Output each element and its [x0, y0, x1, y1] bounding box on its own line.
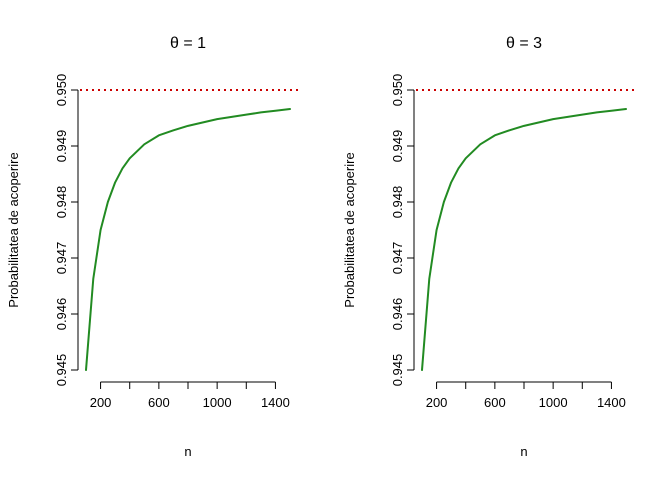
x-tick-label: 1400: [261, 395, 290, 410]
x-tick-label: 200: [90, 395, 112, 410]
series-line: [85, 108, 291, 371]
chart-title: θ = 1: [170, 35, 206, 52]
y-axis-title: Probabilitatea de acoperire: [342, 152, 357, 307]
y-tick-label: 0.949: [390, 130, 405, 163]
x-tick-label: 200: [426, 395, 448, 410]
y-axis-title: Probabilitatea de acoperire: [6, 152, 21, 307]
y-tick-label: 0.946: [54, 298, 69, 331]
y-tick-label: 0.948: [390, 186, 405, 219]
x-tick-label: 1000: [203, 395, 232, 410]
series-line: [421, 108, 627, 371]
x-tick-label: 600: [484, 395, 506, 410]
x-tick-label: 600: [148, 395, 170, 410]
y-tick-label: 0.949: [54, 130, 69, 163]
x-tick-label: 1400: [597, 395, 626, 410]
y-tick-label: 0.946: [390, 298, 405, 331]
chart-title: θ = 3: [506, 35, 542, 52]
y-tick-label: 0.947: [54, 242, 69, 275]
y-tick-label: 0.950: [54, 74, 69, 107]
x-axis-title: n: [184, 444, 191, 459]
panel-theta-3: θ = 3 0.945 0.946 0.947 0.948 0.949 0.950 200 60…: [342, 35, 634, 459]
panel-theta-1: θ = 1 0.945 0.946 0.947 0.948 0.949 0.950 200 60…: [6, 35, 298, 459]
y-tick-label: 0.947: [390, 242, 405, 275]
x-axis-title: n: [520, 444, 527, 459]
y-tick-label: 0.950: [390, 74, 405, 107]
y-tick-label: 0.945: [54, 354, 69, 387]
x-tick-label: 1000: [539, 395, 568, 410]
y-tick-label: 0.948: [54, 186, 69, 219]
y-tick-label: 0.945: [390, 354, 405, 387]
